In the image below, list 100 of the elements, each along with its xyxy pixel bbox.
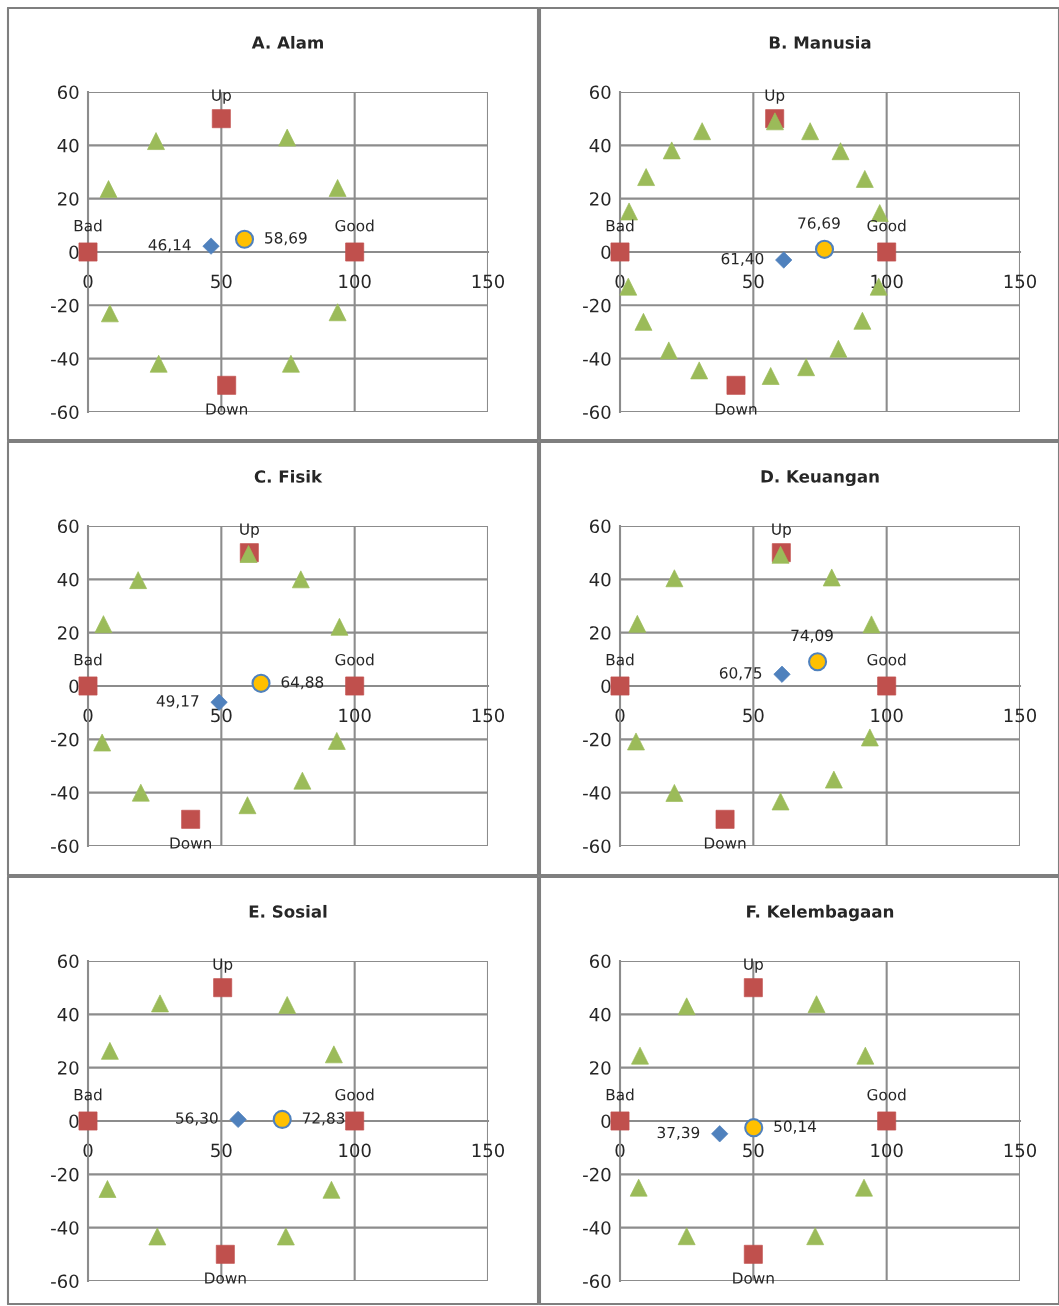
data-label: Bad — [74, 1088, 102, 1101]
annotation: 76,69 — [798, 217, 840, 231]
y-tick-label: -60 — [51, 839, 79, 854]
y-tick-label: 60 — [57, 85, 79, 100]
y-tick-label: 20 — [590, 626, 611, 640]
x-tick-label: 100 — [339, 274, 371, 289]
y-tick-label: 60 — [589, 519, 611, 534]
annotation: 49,17 — [156, 695, 199, 709]
data-label: Bad — [606, 219, 634, 232]
data-label: Down — [704, 837, 746, 849]
y-tick-label: -20 — [51, 298, 79, 313]
y-tick-label: -60 — [583, 839, 611, 854]
chart-title: D. Keuangan — [761, 470, 879, 487]
y-tick-label: 40 — [589, 1007, 611, 1022]
annotation: 50,14 — [774, 1120, 817, 1134]
y-tick-label: 0 — [69, 679, 79, 694]
y-tick-label: 20 — [590, 1061, 611, 1075]
x-tick-label: 150 — [1004, 274, 1037, 289]
data-label: Up — [772, 523, 791, 538]
x-tick-label: 50 — [743, 708, 764, 723]
y-tick-label: 60 — [57, 519, 79, 534]
x-tick-label: 150 — [1004, 708, 1037, 723]
x-tick-label: 50 — [211, 708, 232, 723]
y-tick-label: 0 — [601, 245, 611, 260]
point — [234, 229, 255, 249]
y-tick-label: 40 — [589, 572, 611, 587]
y-tick-label: 40 — [57, 1007, 79, 1022]
y-tick-label: -40 — [51, 786, 79, 800]
y-tick-label: -20 — [583, 298, 611, 313]
y-tick-label: -20 — [583, 1167, 611, 1182]
y-tick-label: -40 — [583, 786, 611, 800]
point — [744, 1118, 764, 1138]
y-tick-label: -60 — [51, 405, 79, 420]
point — [272, 1109, 292, 1129]
data-label: Down — [170, 837, 212, 849]
y-tick-label: -20 — [51, 1167, 79, 1182]
y-tick-label: 40 — [57, 138, 79, 153]
y-tick-label: -20 — [51, 732, 79, 747]
y-tick-label: 20 — [58, 192, 79, 206]
annotation: 37,39 — [657, 1126, 700, 1140]
point — [877, 1111, 897, 1131]
y-tick-label: -20 — [583, 732, 611, 747]
y-tick-label: 20 — [58, 626, 79, 640]
point — [814, 239, 835, 259]
data-label: Good — [335, 653, 374, 666]
data-label: Up — [240, 523, 259, 538]
y-tick-label: 0 — [69, 1114, 79, 1129]
x-tick-label: 150 — [1004, 1143, 1037, 1158]
data-label: Good — [335, 1088, 374, 1101]
x-tick-label: 100 — [339, 1143, 371, 1158]
y-tick-label: -40 — [583, 1221, 611, 1235]
data-label: Bad — [74, 653, 102, 666]
x-tick-label: 50 — [743, 274, 764, 289]
data-label: Down — [206, 403, 248, 415]
data-label: Good — [335, 219, 374, 232]
chart-title: E. Sosial — [249, 904, 327, 918]
x-tick-label: 50 — [211, 1143, 232, 1158]
point — [251, 673, 271, 693]
chart-title: C. Fisik — [254, 469, 323, 483]
data-label: Good — [867, 653, 906, 666]
data-label: Bad — [74, 219, 102, 232]
x-tick-label: 50 — [743, 1143, 764, 1158]
annotation: 58,69 — [265, 232, 307, 246]
point — [278, 996, 297, 1014]
y-tick-label: 60 — [589, 85, 611, 100]
y-tick-label: 60 — [589, 954, 611, 969]
data-label: Good — [867, 1088, 906, 1101]
annotation: 61,40 — [721, 252, 764, 266]
annotation: 72,83 — [302, 1112, 345, 1126]
data-label: Down — [733, 1272, 774, 1284]
x-tick-label: 150 — [472, 708, 505, 723]
data-label: Good — [867, 219, 906, 232]
point — [808, 652, 828, 672]
x-tick-label: 150 — [472, 274, 505, 289]
data-label: Down — [205, 1272, 246, 1284]
annotation: 74,09 — [791, 629, 833, 643]
y-tick-label: 40 — [57, 572, 79, 587]
chart-title: A. Alam — [251, 35, 323, 49]
x-tick-label: 100 — [339, 708, 371, 723]
annotation: 64,88 — [281, 676, 324, 690]
y-tick-label: -60 — [51, 1274, 79, 1289]
y-tick-label: 20 — [590, 192, 611, 206]
y-tick-label: 20 — [58, 1061, 79, 1075]
y-tick-label: 60 — [57, 954, 79, 969]
data-label: Up — [744, 958, 763, 973]
y-tick-label: -40 — [583, 352, 611, 366]
y-tick-label: -60 — [583, 405, 611, 420]
y-tick-label: 0 — [601, 1114, 611, 1129]
data-label: Up — [213, 958, 233, 973]
x-tick-label: 100 — [871, 708, 903, 723]
chart-title: F. Kelembagaan — [747, 904, 894, 922]
data-label: Down — [715, 403, 757, 415]
y-tick-label: -60 — [583, 1274, 611, 1289]
annotation: 56,30 — [176, 1112, 218, 1126]
data-label: Bad — [606, 653, 634, 666]
data-label: Bad — [606, 1088, 634, 1101]
point — [202, 237, 220, 255]
annotation: 46,14 — [148, 239, 191, 253]
x-tick-label: 50 — [211, 274, 232, 289]
y-tick-label: -40 — [51, 352, 79, 366]
